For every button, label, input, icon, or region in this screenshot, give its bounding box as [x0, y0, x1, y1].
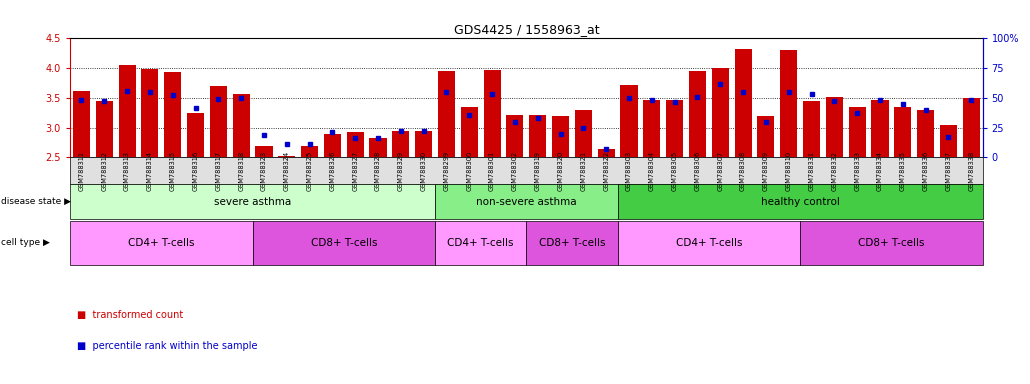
- Text: GSM788335: GSM788335: [900, 151, 905, 191]
- Text: disease state ▶: disease state ▶: [1, 197, 71, 206]
- Bar: [780, 50, 797, 157]
- Bar: [210, 86, 227, 157]
- Bar: [849, 107, 865, 157]
- Bar: [826, 97, 843, 157]
- Text: GSM788319: GSM788319: [535, 151, 541, 191]
- Text: CD8+ T-cells: CD8+ T-cells: [311, 238, 377, 248]
- Text: GSM788336: GSM788336: [923, 151, 929, 191]
- Text: GSM788325: GSM788325: [307, 151, 312, 191]
- Bar: [734, 49, 752, 157]
- Bar: [963, 98, 980, 157]
- Text: GSM788315: GSM788315: [170, 151, 176, 191]
- Text: CD8+ T-cells: CD8+ T-cells: [539, 238, 606, 248]
- Text: CD8+ T-cells: CD8+ T-cells: [858, 238, 925, 248]
- Bar: [483, 70, 501, 157]
- Text: GSM788304: GSM788304: [649, 151, 655, 191]
- Text: GSM788299: GSM788299: [444, 151, 449, 191]
- Text: GSM788327: GSM788327: [352, 151, 358, 191]
- Bar: [552, 116, 570, 157]
- Bar: [323, 134, 341, 157]
- Text: GSM788303: GSM788303: [626, 151, 632, 191]
- Text: GSM788333: GSM788333: [854, 151, 860, 191]
- Text: GSM788314: GSM788314: [147, 151, 152, 191]
- Bar: [894, 107, 912, 157]
- Bar: [370, 138, 386, 157]
- Text: GSM788332: GSM788332: [831, 151, 837, 191]
- Bar: [118, 65, 136, 157]
- Bar: [644, 100, 660, 157]
- Text: GSM788302: GSM788302: [512, 151, 518, 191]
- Text: GSM788338: GSM788338: [968, 151, 974, 191]
- Text: GSM788312: GSM788312: [101, 151, 107, 191]
- Bar: [233, 94, 249, 157]
- Bar: [507, 114, 523, 157]
- Bar: [347, 132, 364, 157]
- Text: GSM788328: GSM788328: [375, 151, 381, 191]
- Text: GSM788326: GSM788326: [330, 151, 336, 191]
- Bar: [757, 116, 775, 157]
- Bar: [871, 100, 889, 157]
- Bar: [460, 107, 478, 157]
- Text: CD4+ T-cells: CD4+ T-cells: [447, 238, 514, 248]
- Text: CD4+ T-cells: CD4+ T-cells: [676, 238, 742, 248]
- Text: GSM788323: GSM788323: [261, 151, 267, 191]
- Title: GDS4425 / 1558963_at: GDS4425 / 1558963_at: [453, 23, 599, 36]
- Bar: [96, 101, 113, 157]
- Text: GSM788308: GSM788308: [741, 151, 746, 191]
- Text: severe asthma: severe asthma: [214, 197, 291, 207]
- Text: GSM788310: GSM788310: [786, 151, 792, 191]
- Bar: [392, 131, 409, 157]
- Bar: [575, 110, 592, 157]
- Text: GSM788305: GSM788305: [672, 151, 678, 191]
- Bar: [666, 100, 683, 157]
- Text: GSM788330: GSM788330: [420, 151, 426, 191]
- Text: GSM788331: GSM788331: [809, 151, 815, 191]
- Text: ■  transformed count: ■ transformed count: [77, 310, 183, 320]
- Text: GSM788317: GSM788317: [215, 151, 221, 191]
- Bar: [141, 70, 159, 157]
- Bar: [803, 101, 820, 157]
- Bar: [939, 125, 957, 157]
- Text: GSM788321: GSM788321: [580, 151, 586, 191]
- Text: GSM788307: GSM788307: [717, 151, 723, 191]
- Bar: [187, 113, 204, 157]
- Text: GSM788318: GSM788318: [238, 151, 244, 191]
- Text: GSM788301: GSM788301: [489, 151, 495, 191]
- Text: GSM788324: GSM788324: [284, 151, 289, 191]
- Bar: [301, 146, 318, 157]
- Text: GSM788337: GSM788337: [946, 151, 952, 191]
- Bar: [255, 146, 273, 157]
- Text: GSM788306: GSM788306: [694, 151, 700, 191]
- Text: GSM788300: GSM788300: [467, 151, 473, 191]
- Bar: [529, 114, 546, 157]
- Bar: [164, 72, 181, 157]
- Bar: [597, 149, 615, 157]
- Bar: [712, 68, 729, 157]
- Bar: [438, 71, 455, 157]
- Text: CD4+ T-cells: CD4+ T-cells: [128, 238, 195, 248]
- Text: GSM788309: GSM788309: [763, 151, 768, 191]
- Text: GSM788316: GSM788316: [193, 151, 199, 191]
- Bar: [415, 131, 433, 157]
- Bar: [73, 91, 90, 157]
- Text: GSM788329: GSM788329: [398, 151, 404, 191]
- Bar: [917, 110, 934, 157]
- Text: healthy control: healthy control: [761, 197, 839, 207]
- Text: GSM788313: GSM788313: [124, 151, 130, 191]
- Bar: [278, 156, 296, 157]
- Text: ■  percentile rank within the sample: ■ percentile rank within the sample: [77, 341, 258, 351]
- Text: GSM788320: GSM788320: [557, 151, 563, 191]
- Bar: [689, 71, 706, 157]
- Text: GSM788334: GSM788334: [877, 151, 883, 191]
- Text: non-severe asthma: non-severe asthma: [476, 197, 577, 207]
- Text: GSM788311: GSM788311: [78, 151, 84, 191]
- Text: cell type ▶: cell type ▶: [1, 238, 49, 247]
- Bar: [620, 85, 638, 157]
- Text: GSM788322: GSM788322: [604, 151, 609, 191]
